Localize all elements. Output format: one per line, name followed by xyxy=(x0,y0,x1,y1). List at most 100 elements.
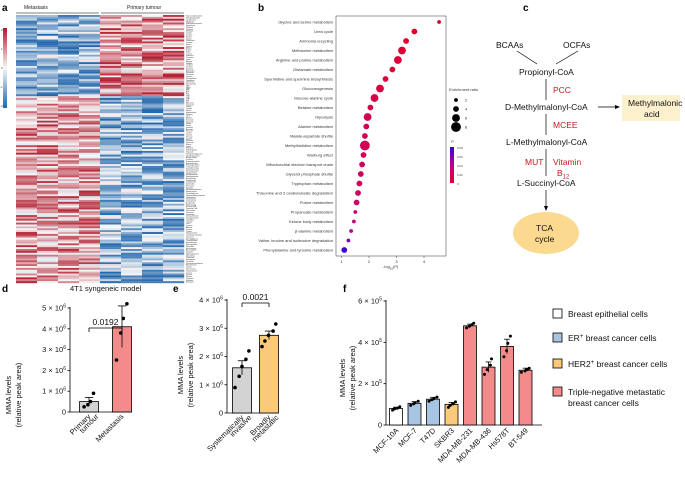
heatmap-cell xyxy=(142,211,164,214)
heatmap-cell xyxy=(142,164,164,167)
heatmap-cell xyxy=(142,235,164,238)
heatmap-cell xyxy=(121,226,143,229)
heatmap-cell xyxy=(100,113,122,116)
heatmap-cell xyxy=(16,33,38,36)
heatmap-cell xyxy=(58,158,80,161)
heatmap-cell xyxy=(79,169,101,172)
heatmap-cell xyxy=(142,167,164,170)
heatmap-cell xyxy=(121,84,143,87)
panel-f-legend: Breast epithelial cells ER+ breast cancer… xyxy=(552,308,667,408)
heatmap-cell xyxy=(100,269,122,272)
heatmap-cell xyxy=(58,179,80,182)
heatmap-cell xyxy=(16,31,38,35)
x-tick-label: 1 xyxy=(340,259,343,264)
heatmap-cell xyxy=(100,232,122,235)
heatmap-row-label: Spermidine xyxy=(186,183,195,186)
heatmap-cell xyxy=(142,115,164,118)
heatmap-cell xyxy=(121,249,143,252)
enrichment-dot xyxy=(363,123,370,130)
heatmap-cell xyxy=(121,92,143,95)
heatmap-cell xyxy=(163,269,185,272)
heatmap-cell xyxy=(121,64,143,67)
heatmap-row-label: Trehalose xyxy=(186,277,194,280)
heatmap-row-label: Hypotaurine xyxy=(186,24,195,27)
heatmap-cell xyxy=(37,33,59,36)
heatmap-row-label: Methylthioadenosine xyxy=(186,188,202,191)
heatmap-cell xyxy=(163,181,185,184)
heatmap-cell xyxy=(100,31,122,35)
heatmap-cell xyxy=(58,96,80,99)
heatmap-cell xyxy=(37,228,59,231)
heatmap-cell xyxy=(163,92,185,95)
heatmap-row-label: Saccharopine xyxy=(186,247,196,250)
heatmap-cell xyxy=(79,224,101,227)
heatmap-cell xyxy=(58,145,80,148)
heatmap-cell xyxy=(121,115,143,118)
heatmap-cell xyxy=(163,105,185,108)
heatmap-cell xyxy=(121,277,143,280)
heatmap-cell xyxy=(142,58,164,61)
pathway-label: Malate-aspartate shuttle xyxy=(290,134,334,139)
heatmap-cell xyxy=(16,94,38,97)
panel-f-y-label-line2: (relative peak area) xyxy=(348,345,357,410)
heatmap-cell xyxy=(121,137,143,140)
heatmap-cell xyxy=(142,181,164,184)
heatmap-cell xyxy=(79,258,101,261)
heatmap-cell xyxy=(58,105,80,108)
heatmap-cell xyxy=(163,26,185,29)
heatmap-cell xyxy=(16,101,38,104)
heatmap-cell xyxy=(163,54,185,57)
pathway-label: Methionine metabolism xyxy=(292,48,334,53)
heatmap-cell xyxy=(37,98,59,101)
heatmap-cell xyxy=(163,232,185,235)
heatmap-cell xyxy=(121,232,143,235)
pathway-labels: Glycine and serine metabolism Urea cycle A… xyxy=(256,20,334,253)
heatmap-cell xyxy=(37,266,59,269)
heatmap-cell xyxy=(142,232,164,235)
heatmap-cell xyxy=(37,111,59,114)
heatmap-cell xyxy=(79,47,101,50)
heatmap-cell xyxy=(142,194,164,197)
heatmap-cell xyxy=(58,122,80,125)
heatmap-cell xyxy=(100,209,122,212)
heatmap-cell xyxy=(121,243,143,246)
heatmap-cell xyxy=(121,75,143,78)
heatmap-cell xyxy=(58,45,80,48)
heatmap-cell xyxy=(100,116,122,120)
heatmap-row-label: Palmitoylcarnitine xyxy=(186,167,199,170)
heatmap-cell xyxy=(79,105,101,108)
heatmap-cell xyxy=(37,86,59,89)
heatmap-cell xyxy=(79,175,101,178)
heatmap-cell xyxy=(16,167,38,170)
heatmap-cell xyxy=(163,145,185,148)
heatmap-cell xyxy=(79,45,101,48)
heatmap-cell xyxy=(58,18,80,21)
heatmap-cell xyxy=(37,273,59,276)
heatmap-cell xyxy=(58,213,80,216)
heatmap-cell xyxy=(58,216,80,220)
heatmap-cell xyxy=(37,152,59,155)
heatmap-cell xyxy=(100,98,122,101)
heatmap-cell xyxy=(58,115,80,118)
heatmap-cell xyxy=(58,249,80,252)
heatmap-cell xyxy=(16,75,38,78)
pathway-label: Arginine and proline metabolism xyxy=(276,58,334,63)
heatmap-cell xyxy=(100,94,122,97)
heatmap-cell xyxy=(37,241,59,244)
heatmap-cell xyxy=(163,222,185,225)
heatmap-cell xyxy=(16,260,38,263)
heatmap-row-label: Butyrylcarnitine xyxy=(186,162,198,165)
heatmap-cell xyxy=(121,181,143,184)
heatmap-cell xyxy=(142,192,164,195)
heatmap-cell xyxy=(163,41,185,44)
heatmap-cell xyxy=(37,209,59,212)
heatmap-cell xyxy=(37,235,59,238)
heatmap-cell xyxy=(58,75,80,78)
heatmap-cell xyxy=(37,115,59,118)
y-tick-label: 0 xyxy=(378,421,382,430)
heatmap-cell xyxy=(37,250,59,254)
heatmap-cell xyxy=(163,160,185,163)
heatmap-cell xyxy=(16,241,38,244)
heatmap-cell xyxy=(37,190,59,193)
heatmap-cell xyxy=(121,152,143,155)
